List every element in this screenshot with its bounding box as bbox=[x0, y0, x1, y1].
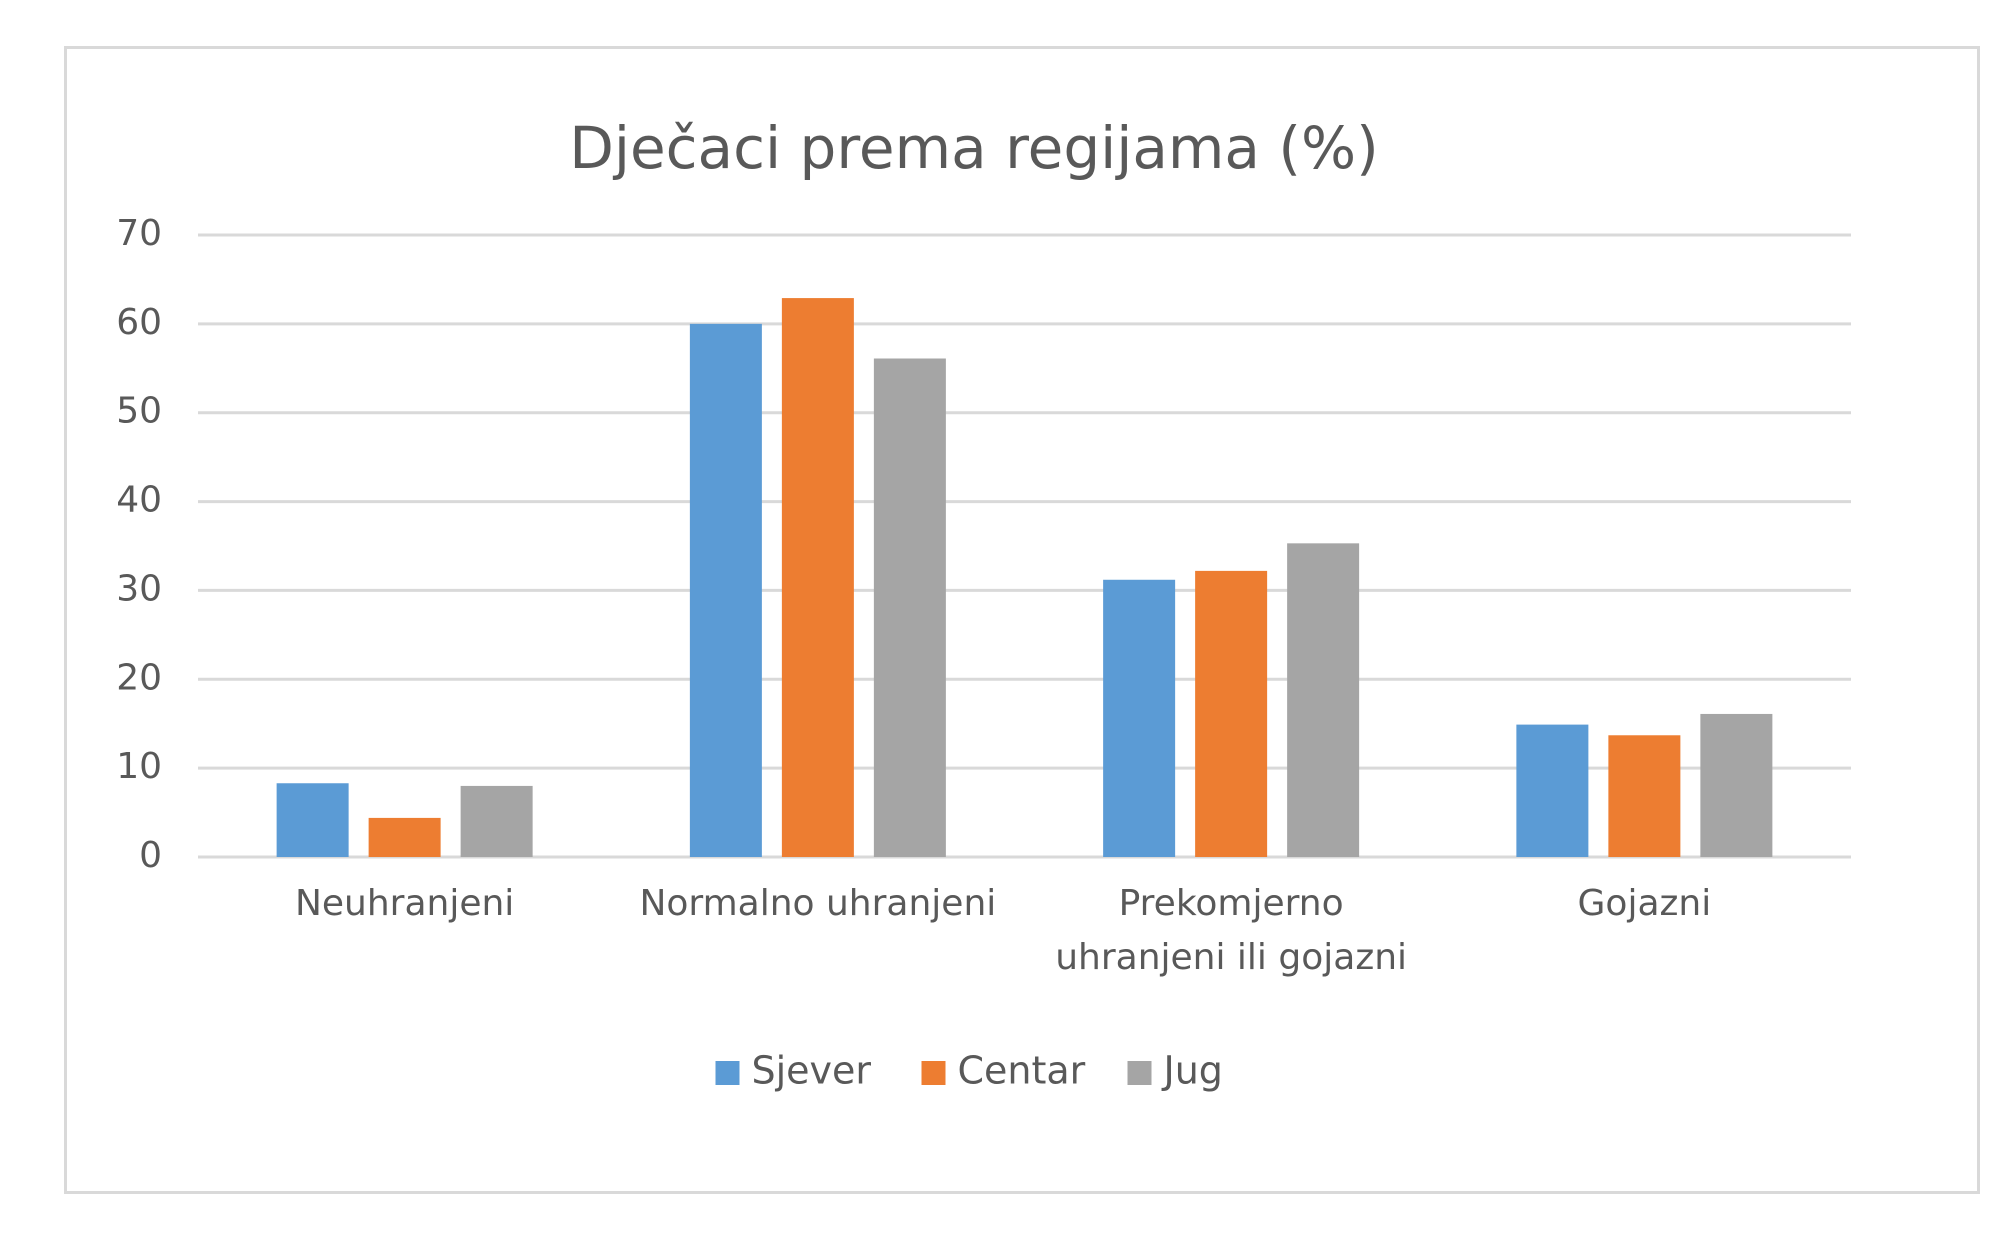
y-tick-label: 0 bbox=[139, 835, 162, 876]
bar-jug-4 bbox=[1700, 713, 1773, 857]
bar-jug-2 bbox=[873, 358, 946, 857]
x-axis-categories: Neuhranjeni Normalno uhranjeni Prekomjerno… bbox=[295, 883, 1711, 978]
x-category-label: Prekomjerno uhranjeni ili gojazni bbox=[1055, 883, 1407, 978]
bar-sjever-1 bbox=[276, 783, 349, 857]
y-tick-label: 40 bbox=[116, 480, 162, 521]
legend-label-centar: Centar bbox=[958, 1049, 1086, 1093]
legend-swatch-centar bbox=[921, 1061, 946, 1085]
legend: Sjever Centar Jug bbox=[715, 1049, 1223, 1093]
bar-centar-3 bbox=[1195, 570, 1268, 857]
bar-jug-3 bbox=[1287, 543, 1360, 857]
x-category-label: Gojazni bbox=[1578, 883, 1712, 924]
bar-sjever-4 bbox=[1516, 724, 1589, 857]
y-tick-label: 50 bbox=[116, 391, 162, 432]
gridlines bbox=[198, 233, 1851, 859]
bars bbox=[276, 298, 1773, 857]
bar-sjever-2 bbox=[689, 323, 762, 857]
bar-sjever-3 bbox=[1103, 579, 1176, 857]
legend-swatch-jug bbox=[1127, 1061, 1152, 1085]
legend-label-sjever: Sjever bbox=[752, 1049, 872, 1093]
legend-swatch-sjever bbox=[715, 1061, 740, 1085]
x-category-label: Normalno uhranjeni bbox=[639, 883, 996, 924]
y-tick-label: 10 bbox=[116, 746, 162, 787]
bar-centar-1 bbox=[368, 817, 441, 857]
bar-centar-2 bbox=[781, 298, 854, 857]
bar-jug-1 bbox=[460, 785, 533, 857]
bar-chart: Dječaci prema regijama (%) 0 10 20 30 40 50 60… bbox=[116, 114, 1851, 1093]
y-tick-label: 20 bbox=[116, 657, 162, 698]
y-tick-label: 60 bbox=[116, 302, 162, 343]
bar-centar-4 bbox=[1608, 735, 1681, 857]
y-axis-ticks: 0 10 20 30 40 50 60 70 bbox=[116, 213, 162, 876]
chart-title: Dječaci prema regijama (%) bbox=[569, 114, 1379, 182]
x-category-label: Neuhranjeni bbox=[295, 883, 514, 924]
chart-frame: Dječaci prema regijama (%) 0 10 20 30 40 50 60… bbox=[64, 46, 1980, 1194]
y-tick-label: 30 bbox=[116, 568, 162, 609]
legend-label-jug: Jug bbox=[1162, 1049, 1223, 1093]
y-tick-label: 70 bbox=[116, 213, 162, 254]
